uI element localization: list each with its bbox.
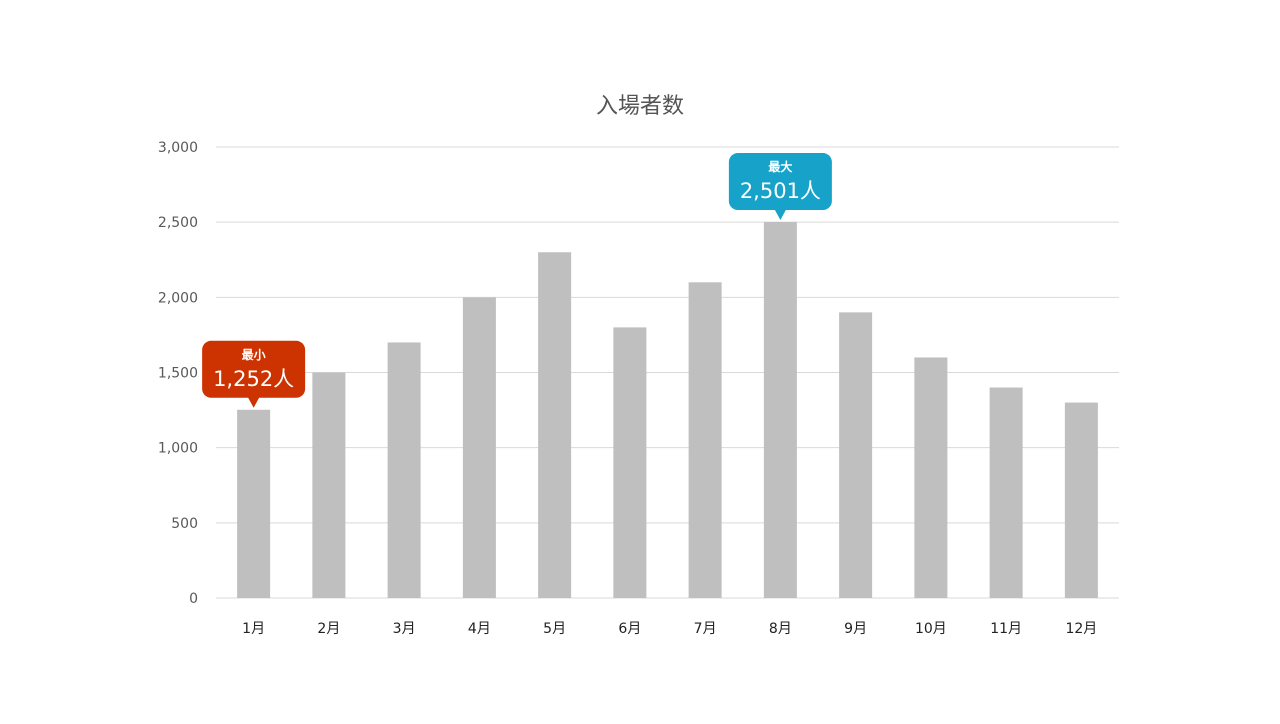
bar	[914, 357, 948, 598]
bar	[1064, 402, 1098, 598]
callout: 最大 2,501人	[728, 153, 832, 221]
x-tick-label: 11月	[990, 621, 1022, 637]
bar	[237, 409, 271, 598]
callout-box	[728, 153, 832, 211]
y-tick-label: 2,500	[158, 215, 198, 231]
bar	[387, 342, 421, 598]
y-tick-label: 500	[171, 516, 198, 532]
bar	[462, 297, 496, 598]
x-tick-label: 8月	[769, 621, 792, 637]
y-tick-label: 2,000	[158, 290, 198, 306]
x-tick-label: 10月	[915, 621, 947, 637]
chart-title: 入場者数	[596, 94, 684, 119]
y-axis-ticks: 0 500 1,000 1,500 2,000 2,500 3,000	[158, 140, 198, 607]
y-tick-label: 1,000	[158, 441, 198, 457]
callout-pointer	[247, 396, 260, 408]
callout-label: 最小	[242, 347, 266, 362]
x-tick-label: 6月	[618, 621, 641, 637]
x-tick-label: 12月	[1065, 621, 1097, 637]
callout-value: 1,252人	[213, 367, 294, 391]
callouts: 最小 1,252人 最大 2,501人	[202, 153, 832, 408]
bars	[237, 222, 1098, 598]
callout-box	[202, 340, 306, 398]
bar	[763, 222, 797, 598]
y-tick-label: 3,000	[158, 140, 198, 156]
x-tick-label: 1月	[242, 621, 265, 637]
bar	[989, 387, 1023, 598]
x-tick-label: 9月	[844, 621, 867, 637]
gridlines	[216, 146, 1119, 599]
x-axis-ticks: 1月 2月 3月 4月 5月 6月 7月 8月 9月 10月 11月 12月	[242, 621, 1097, 637]
x-tick-label: 2月	[317, 621, 340, 637]
x-tick-label: 3月	[393, 621, 416, 637]
bar	[688, 282, 722, 598]
bar	[839, 312, 873, 598]
y-tick-label: 0	[189, 591, 198, 607]
x-tick-label: 7月	[694, 621, 717, 637]
bar	[538, 252, 572, 598]
callout-value: 2,501人	[740, 179, 821, 203]
x-tick-label: 5月	[543, 621, 566, 637]
callout-pointer	[774, 209, 787, 221]
bar	[312, 372, 346, 598]
callout-label: 最大	[768, 159, 792, 174]
y-tick-label: 1,500	[158, 366, 198, 382]
bar	[613, 327, 647, 598]
x-tick-label: 4月	[468, 621, 491, 637]
callout: 最小 1,252人	[202, 340, 306, 408]
